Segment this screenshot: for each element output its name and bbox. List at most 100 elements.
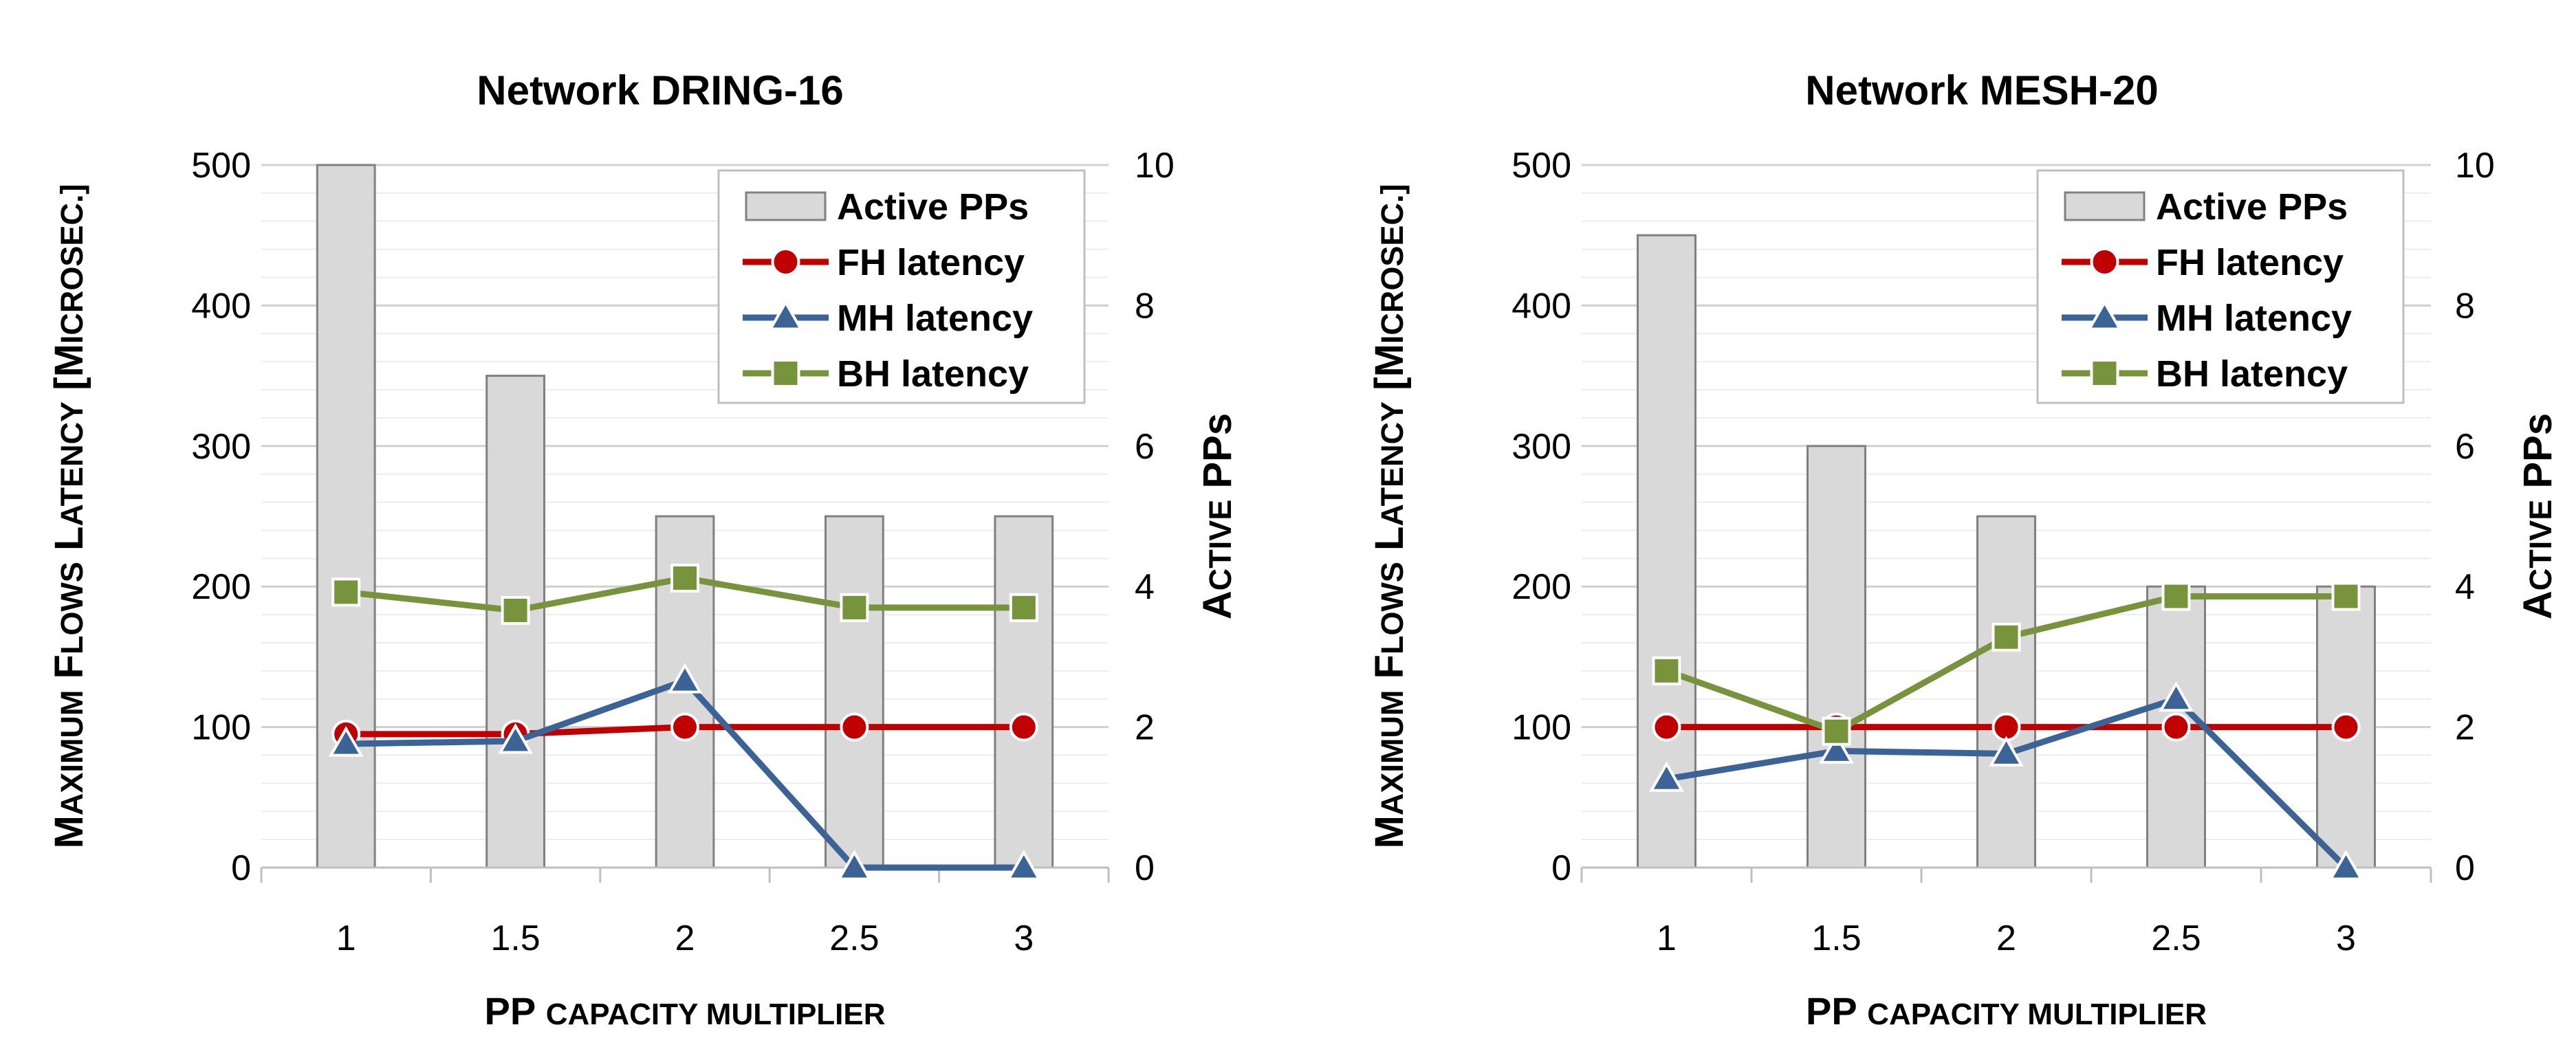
bar-active-pps-1.5 xyxy=(1807,445,1866,869)
bar-active-pps-2 xyxy=(1976,515,2036,869)
x-tick-label: 2 xyxy=(1996,918,2016,958)
y2-tick-label: 8 xyxy=(1135,286,1155,326)
legend-key-triangle xyxy=(2087,299,2122,331)
legend: Active PPs FH latency MH latency BH latency xyxy=(717,169,1086,404)
legend-item-mh-latency: MH latency xyxy=(2062,298,2352,339)
legend-label: FH latency xyxy=(837,242,1025,283)
point-triangle xyxy=(498,723,534,754)
y-tick-label: 300 xyxy=(1511,427,1571,467)
y-tick-label: 300 xyxy=(191,427,251,467)
y2-tick-label: 4 xyxy=(1135,567,1155,607)
legend-key-triangle xyxy=(768,299,803,331)
x-tick-label: 1 xyxy=(1657,918,1677,958)
legend-item-bh-latency: BH latency xyxy=(2062,353,2348,395)
x-tick-label: 1.5 xyxy=(1811,918,1861,958)
legend-key-square xyxy=(771,359,800,388)
point-square xyxy=(1009,593,1038,622)
x-tick-label: 3 xyxy=(2336,918,2356,958)
y2-tick-label: 0 xyxy=(2455,848,2475,888)
legend-item-mh-latency: MH latency xyxy=(743,298,1033,339)
legend-label: MH latency xyxy=(837,298,1033,339)
chart-title: Network MESH-20 xyxy=(1805,67,2158,113)
point-square xyxy=(331,577,361,607)
bar-active-pps-1 xyxy=(316,164,376,869)
bar-active-pps-3 xyxy=(994,515,1054,869)
point-triangle xyxy=(1819,733,1854,764)
bar-active-pps-2.5 xyxy=(825,515,884,869)
legend-item-fh-latency: FH latency xyxy=(743,242,1025,283)
x-axis-title: PP CAPACITY MULTIPLIER xyxy=(484,989,885,1033)
point-triangle xyxy=(1006,849,1042,881)
x-tick-label: 3 xyxy=(1014,918,1034,958)
legend-item-active-pps: Active PPs xyxy=(2064,186,2348,228)
point-square xyxy=(2331,582,2361,611)
y2-tick-label: 10 xyxy=(1135,146,1175,186)
y2-axis-title: ACTIVE PPs xyxy=(2515,413,2560,619)
y2-axis-title: ACTIVE PPs xyxy=(1195,413,1240,619)
chart-panel-2: Network MESH-20 0 100 200 300 400 500 0 2 4 6 8 10 1 1… xyxy=(1367,67,2560,1033)
point-square xyxy=(501,595,530,625)
point-circle xyxy=(1009,712,1038,742)
point-triangle xyxy=(667,663,703,694)
legend-label: Active PPs xyxy=(2156,186,2348,228)
y-tick-label: 100 xyxy=(191,708,251,748)
point-square xyxy=(1991,622,2021,652)
x-tick-label: 2.5 xyxy=(2151,918,2201,958)
y-axis-title: MAXIMUM FLOWS LATENCY [MICROSEC.] xyxy=(1367,184,1412,849)
point-circle xyxy=(840,712,869,742)
point-triangle xyxy=(328,726,364,757)
y-tick-label: 200 xyxy=(191,567,251,607)
legend-key-bar xyxy=(2064,191,2146,221)
y2-tick-label: 10 xyxy=(2455,146,2495,186)
x-axis-title: PP CAPACITY MULTIPLIER xyxy=(1806,989,2207,1033)
legend-item-active-pps: Active PPs xyxy=(745,186,1029,228)
series-mh-latency xyxy=(1649,681,2364,881)
x-tick-label: 1.5 xyxy=(490,918,540,958)
legend-label: BH latency xyxy=(837,353,1029,395)
legend-key-circle xyxy=(2090,247,2119,276)
legend-item-bh-latency: BH latency xyxy=(743,353,1029,395)
legend-label: Active PPs xyxy=(837,186,1029,228)
legend-key-square xyxy=(2090,359,2119,388)
chart-panel-1: Network DRING-16 0 100 200 300 400 500 0 2 4 6 8 10 1… xyxy=(47,67,1240,1033)
y-axis-title: MAXIMUM FLOWS LATENCY [MICROSEC.] xyxy=(47,184,91,849)
point-triangle xyxy=(1989,736,2024,767)
point-square xyxy=(1652,656,1681,685)
y2-tick-label: 6 xyxy=(2455,427,2475,467)
y-tick-label: 0 xyxy=(1551,848,1571,888)
y-tick-label: 100 xyxy=(1511,708,1571,748)
legend-item-fh-latency: FH latency xyxy=(2062,242,2344,283)
legend-key-circle xyxy=(771,247,800,276)
y2-tick-label: 2 xyxy=(2455,708,2475,748)
x-tick-label: 2 xyxy=(675,918,695,958)
point-circle xyxy=(2331,712,2361,742)
legend-label: MH latency xyxy=(2156,298,2352,339)
series-bh-latency xyxy=(1652,582,2361,746)
legend: Active PPs FH latency MH latency BH latency xyxy=(2036,169,2405,404)
point-circle xyxy=(670,712,699,742)
point-circle xyxy=(2161,712,2191,742)
legend-key-bar xyxy=(745,191,827,221)
point-triangle xyxy=(2328,849,2364,881)
y-tick-label: 200 xyxy=(1511,567,1571,607)
y2-tick-label: 8 xyxy=(2455,286,2475,326)
point-triangle xyxy=(2159,681,2194,712)
y2-tick-label: 2 xyxy=(1135,708,1155,748)
point-circle xyxy=(1652,712,1681,742)
series-mh-latency xyxy=(328,663,1042,881)
point-triangle xyxy=(1649,761,1684,792)
y-tick-label: 400 xyxy=(191,286,251,326)
point-square xyxy=(840,593,869,622)
y2-tick-label: 6 xyxy=(1135,427,1155,467)
y2-tick-label: 0 xyxy=(1135,848,1155,888)
legend-label: FH latency xyxy=(2156,242,2344,283)
point-square xyxy=(2161,582,2191,611)
series-bh-latency xyxy=(331,563,1038,625)
y-tick-label: 400 xyxy=(1511,286,1571,326)
y-tick-label: 500 xyxy=(1511,146,1571,186)
y2-tick-label: 4 xyxy=(2455,567,2475,607)
chart-title: Network DRING-16 xyxy=(477,67,843,113)
y-tick-label: 500 xyxy=(191,146,251,186)
point-triangle xyxy=(836,849,872,881)
